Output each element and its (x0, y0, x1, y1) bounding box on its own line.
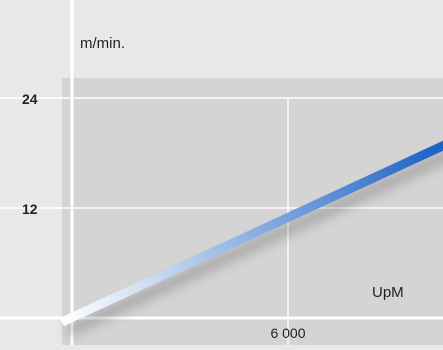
y-tick-label-24: 24 (22, 91, 38, 107)
series-0-arrow (60, 140, 443, 327)
y-axis-label: m/min. (80, 35, 125, 52)
series-0-arrow-shadow (66, 152, 443, 336)
y-tick-label-12: 12 (22, 201, 38, 217)
series-layer (60, 140, 443, 336)
x-tick-label-6000: 6 000 (270, 325, 305, 341)
x-axis-label: UpM (372, 284, 404, 301)
